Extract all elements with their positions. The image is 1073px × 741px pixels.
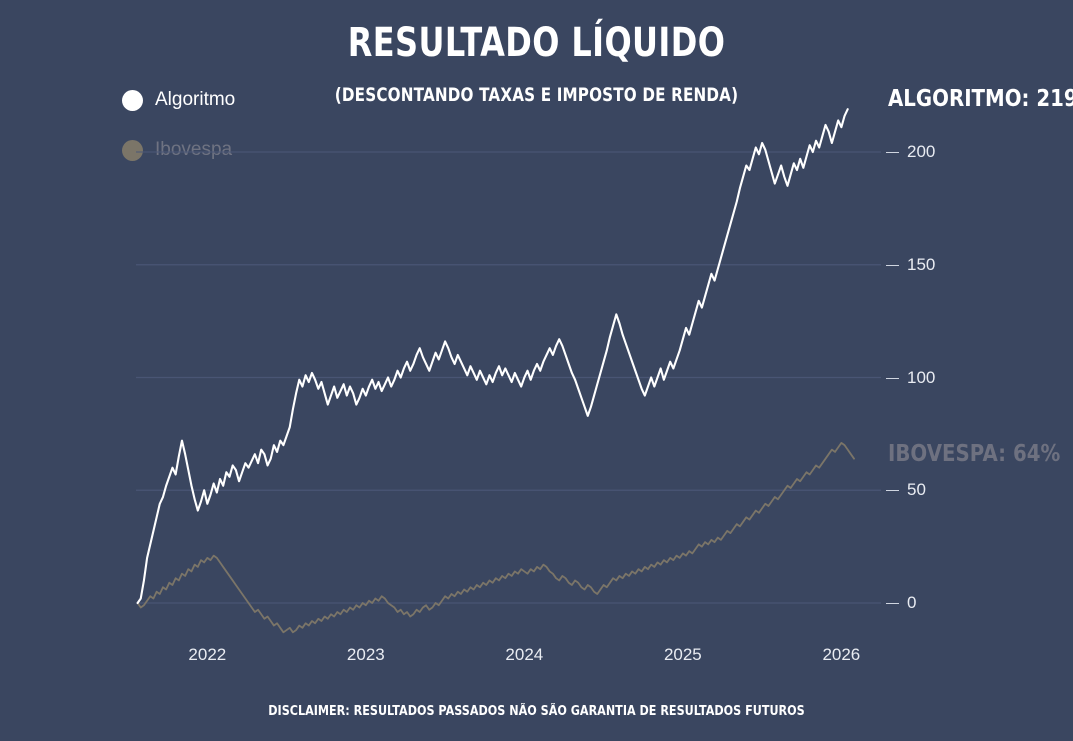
- y-tick-text: 200: [907, 142, 936, 161]
- x-tick-label: 2023: [346, 645, 385, 664]
- y-tick-mark: [886, 603, 899, 605]
- y-tick-label: 0: [886, 593, 916, 613]
- y-tick-mark: [886, 377, 899, 379]
- legend-item-algoritmo[interactable]: Algoritmo: [122, 86, 235, 114]
- x-tick-label: 2022: [188, 645, 227, 664]
- y-tick-mark: [886, 490, 899, 492]
- legend-item-ibovespa[interactable]: Ibovespa: [122, 136, 235, 164]
- page-title: RESULTADO LÍQUIDO: [347, 20, 726, 66]
- y-tick-text: 150: [907, 254, 936, 274]
- y-tick-text: 50: [907, 480, 926, 500]
- page-subtitle: (DESCONTANDO TAXAS E IMPOSTO DE RENDA): [334, 84, 739, 106]
- x-tick-label: 2026: [822, 645, 861, 664]
- legend-label-algoritmo: Algoritmo: [155, 89, 236, 110]
- annotation-ibovespa: IBOVESPA: 64%: [888, 441, 1061, 467]
- line-algoritmo: [136, 108, 849, 605]
- legend-dot-algoritmo: [122, 89, 143, 111]
- series-line-algoritmo: [136, 108, 849, 605]
- y-tick-mark: [886, 152, 899, 154]
- y-tick-text: 100: [907, 367, 936, 387]
- legend-dot-ibovespa: [122, 139, 143, 161]
- y-tick-label: 150: [886, 255, 935, 275]
- line-ibovespa: [136, 441, 855, 634]
- y-tick-mark: [886, 264, 899, 266]
- series-line-ibovespa: [136, 441, 855, 634]
- chart-legend: Algoritmo Ibovespa: [122, 86, 235, 186]
- y-tick-label: 200: [886, 142, 935, 162]
- legend-label-ibovespa: Ibovespa: [155, 139, 233, 160]
- y-tick-text: 0: [907, 593, 917, 612]
- disclaimer-text: DISCLAIMER: RESULTADOS PASSADOS NÃO SÃO …: [268, 704, 805, 719]
- y-tick-label: 100: [886, 368, 935, 388]
- y-tick-label: 50: [886, 480, 926, 500]
- annotation-algoritmo: ALGORITMO: 219%: [888, 86, 1073, 112]
- x-tick-label: 2025: [663, 645, 702, 664]
- x-tick-label: 2024: [505, 645, 544, 664]
